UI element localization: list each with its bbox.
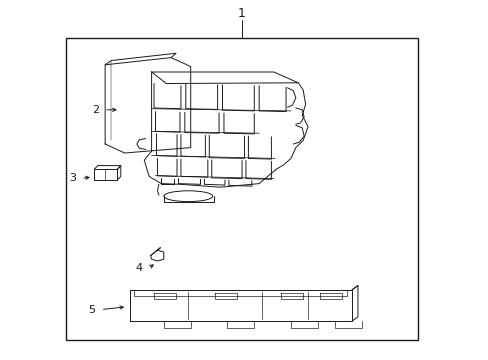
- Text: 5: 5: [88, 305, 95, 315]
- Bar: [66, 38, 417, 340]
- Text: 1: 1: [238, 7, 245, 20]
- Text: 4: 4: [136, 263, 142, 273]
- Text: 3: 3: [69, 173, 76, 183]
- Text: 2: 2: [92, 105, 99, 115]
